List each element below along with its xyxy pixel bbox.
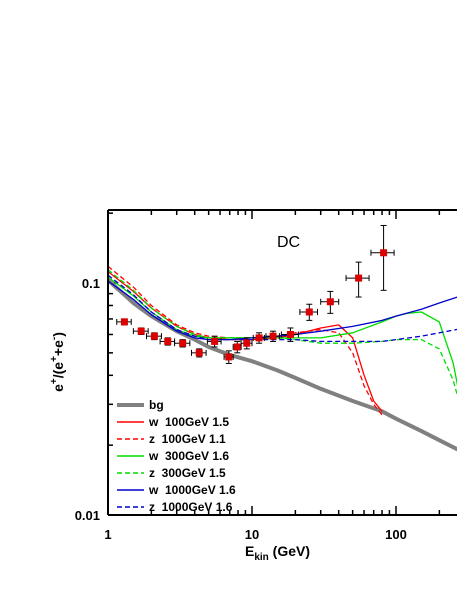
x-tick-label: 100 <box>385 527 407 542</box>
data-point <box>345 261 370 298</box>
y-axis-label-p2: /(e <box>50 362 66 379</box>
y-axis-label-p4: ) <box>50 332 66 337</box>
data-point <box>145 332 162 341</box>
data-point-marker <box>305 308 313 316</box>
data-point-marker <box>120 318 128 326</box>
data-point <box>232 340 242 354</box>
data-point-marker <box>225 353 233 361</box>
legend: bg w 100GeV 1.5 z 100GeV 1.1 w 300GeV 1.6 z … <box>117 398 236 514</box>
data-point <box>132 327 149 335</box>
chart-annotation: DC <box>277 234 300 251</box>
legend-label-1: w 100GeV 1.5 <box>148 415 229 429</box>
x-axis-label-main: E <box>245 543 254 559</box>
data-point-marker <box>164 337 172 345</box>
y-axis-label-sup2: + <box>49 356 60 362</box>
x-axis-label-unit: (GeV) <box>269 543 310 559</box>
data-point-marker <box>150 332 158 340</box>
tick-labels: 1 10 100 0.01 0.1 <box>75 276 407 542</box>
series-line-3 <box>108 276 457 387</box>
data-point <box>320 290 340 314</box>
x-axis-label: Ekin (GeV) <box>245 543 310 563</box>
data-point <box>116 318 132 326</box>
series-line-4 <box>108 269 457 397</box>
data-point-marker <box>380 249 388 257</box>
data-point <box>370 224 395 291</box>
data-point-marker <box>355 274 363 282</box>
y-tick-label: 0.01 <box>75 508 100 523</box>
data-point-marker <box>286 330 294 338</box>
data-point <box>223 350 234 364</box>
y-axis-label-sup3: - <box>49 337 60 340</box>
y-tick-label: 0.1 <box>82 276 100 291</box>
measurement-points <box>116 224 395 364</box>
legend-label-0: bg <box>149 398 164 412</box>
legend-label-4: z 300GeV 1.5 <box>149 466 226 480</box>
legend-label-3: w 300GeV 1.6 <box>148 449 229 463</box>
data-point-marker <box>195 349 203 357</box>
data-point <box>265 330 280 342</box>
data-point <box>174 339 191 348</box>
y-axis-label-p1: e <box>50 384 66 392</box>
data-point-marker <box>269 332 277 340</box>
legend-label-2: z 100GeV 1.1 <box>149 432 226 446</box>
y-axis-label: e+/(e++e-) <box>49 332 66 392</box>
x-tick-label: 1 <box>104 527 111 542</box>
data-point-marker <box>326 298 334 306</box>
y-axis-label-p3: +e <box>50 340 66 356</box>
data-point <box>299 303 318 321</box>
legend-label-5: w 1000GeV 1.6 <box>148 483 236 497</box>
data-point <box>190 348 207 358</box>
data-point-marker <box>233 343 241 351</box>
data-point-marker <box>255 334 263 342</box>
data-point-marker <box>211 337 219 345</box>
data-point <box>252 332 265 344</box>
data-point <box>280 327 299 342</box>
data-point <box>206 335 222 348</box>
data-point <box>240 337 253 350</box>
y-axis-label-sup1: + <box>49 378 60 384</box>
data-point-marker <box>137 327 145 335</box>
legend-label-6: z 1000GeV 1.6 <box>149 500 233 514</box>
x-axis-label-sub: kin <box>254 552 268 563</box>
x-tick-label: 10 <box>245 527 259 542</box>
data-point-marker <box>179 339 187 347</box>
data-point-marker <box>243 339 251 347</box>
